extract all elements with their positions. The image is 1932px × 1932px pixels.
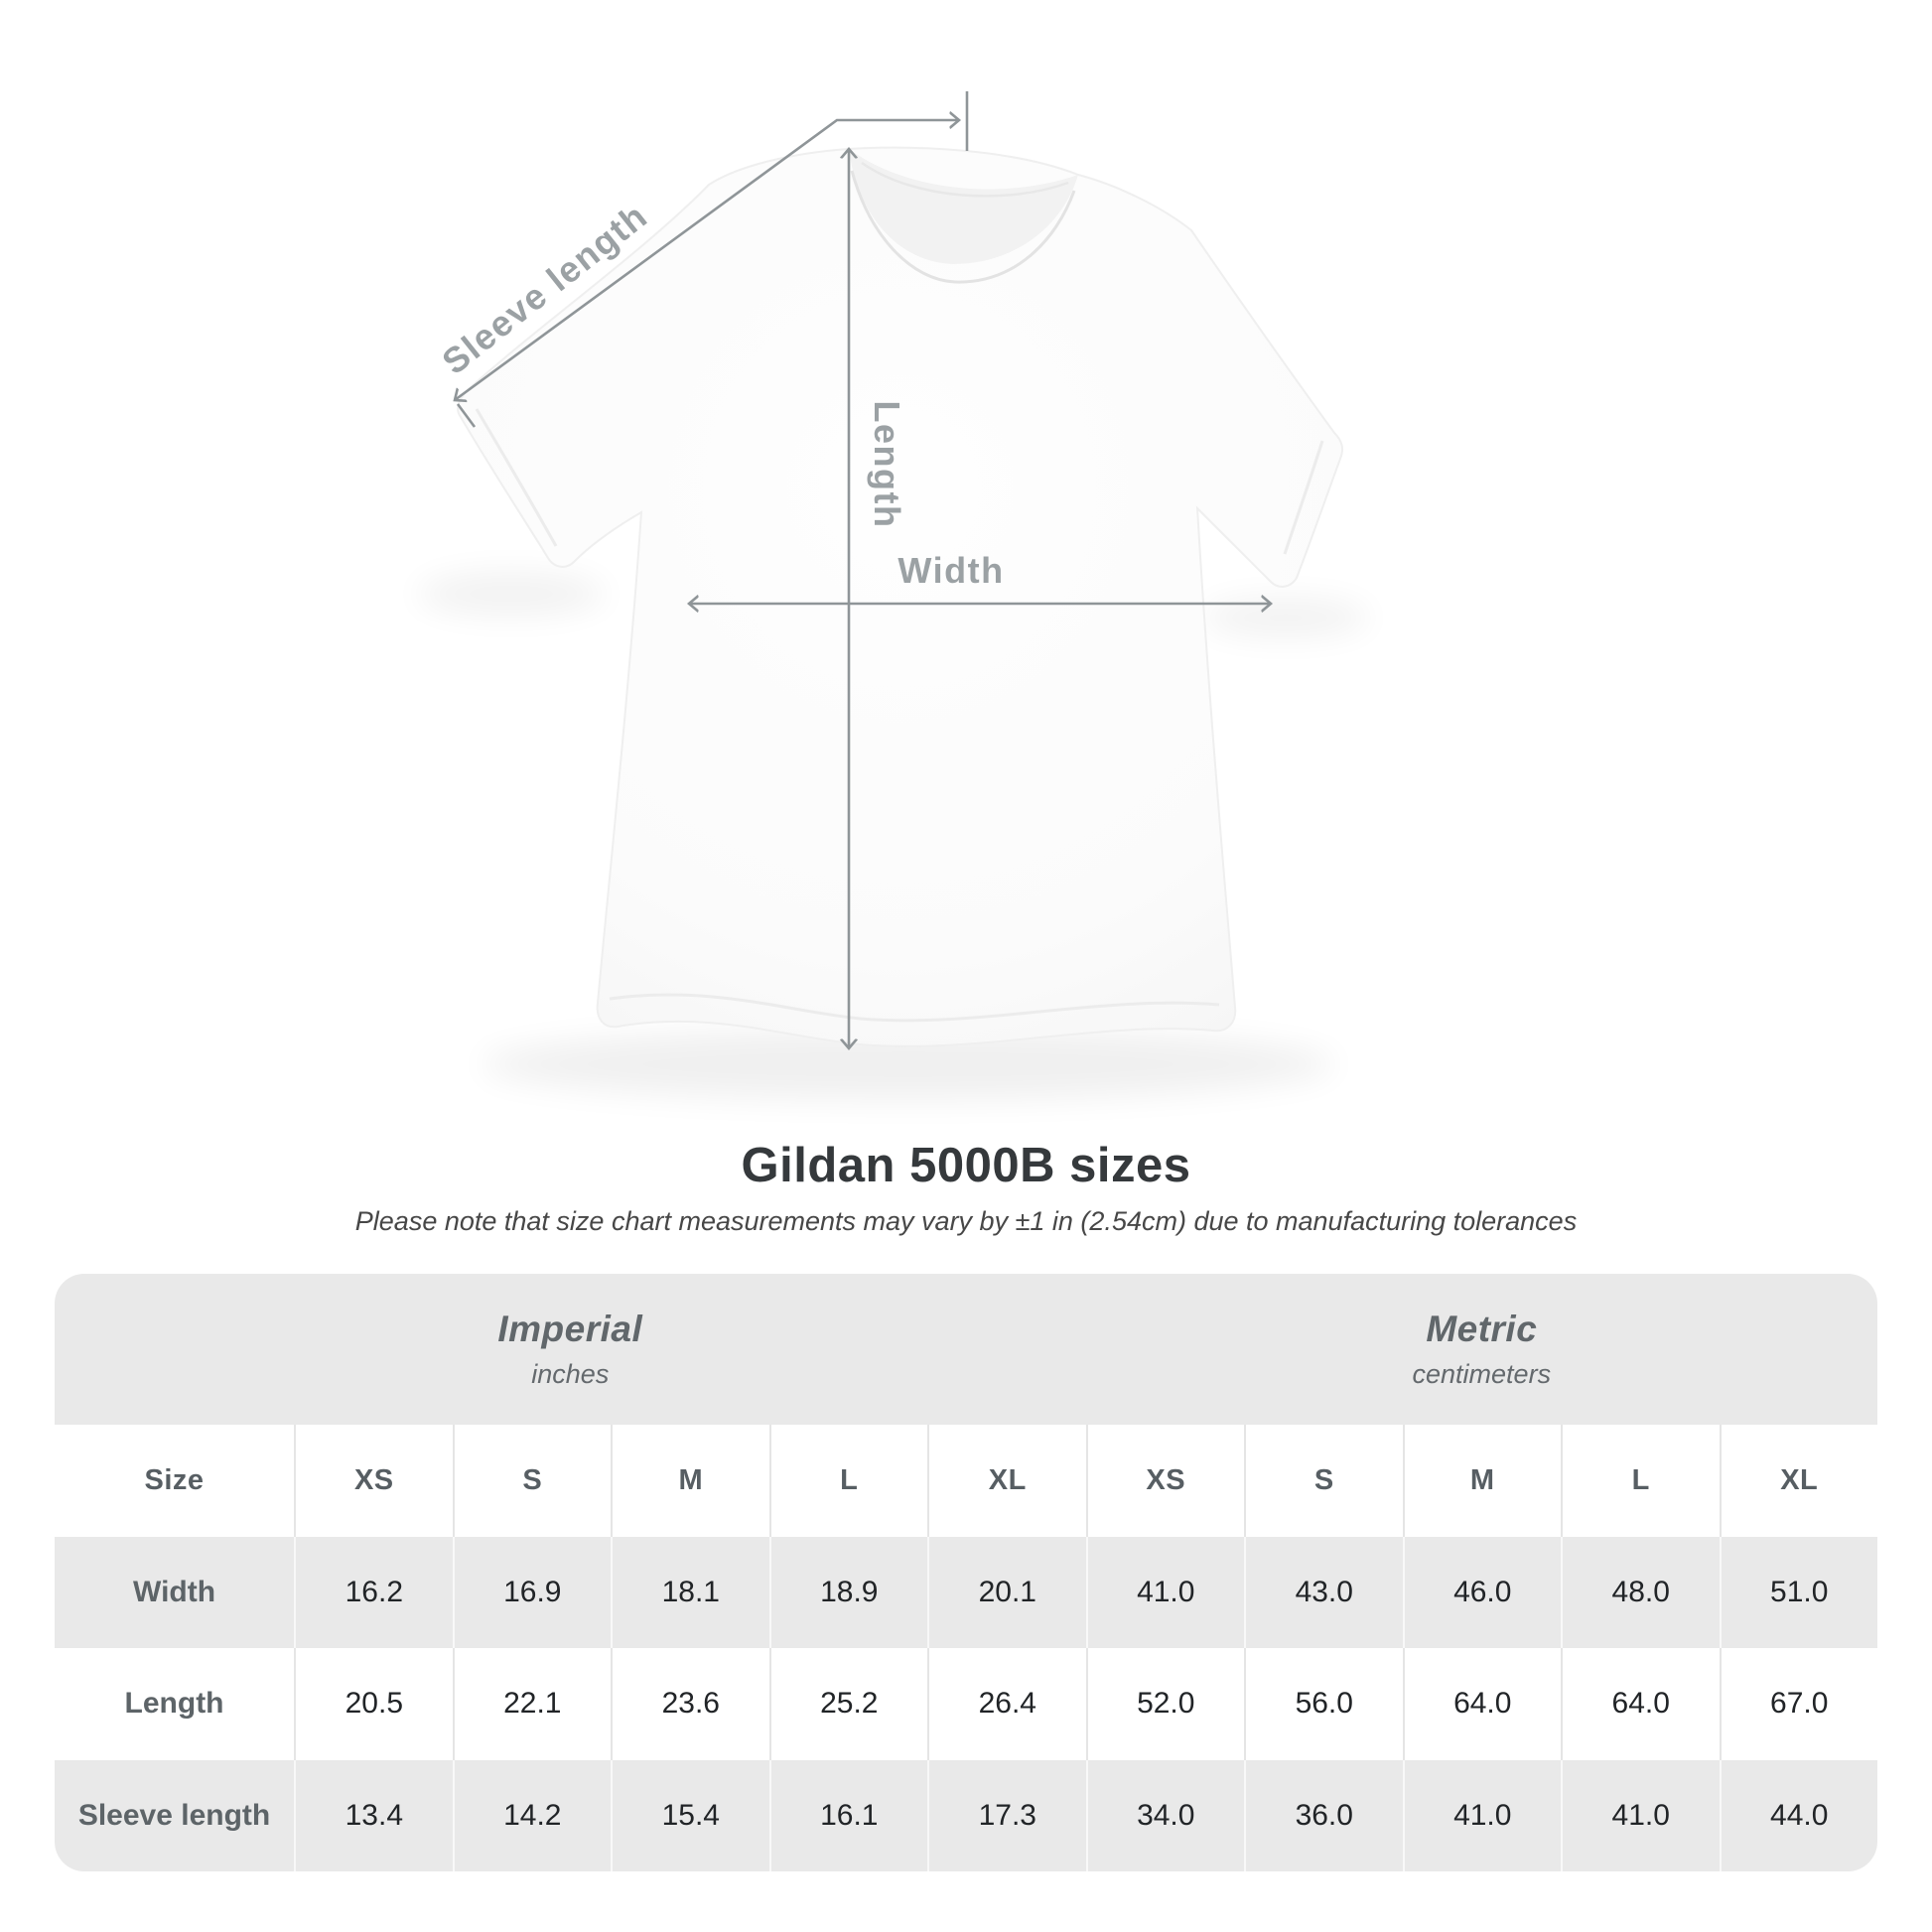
column-header-imperial-xs: XS	[294, 1425, 452, 1537]
column-header-size: Size	[144, 1463, 205, 1496]
length-imperial-l: 25.2	[768, 1648, 928, 1760]
column-header-imperial-m: M	[611, 1425, 768, 1537]
column-header-metric-s: S	[1244, 1425, 1403, 1537]
column-header-metric-l: L	[1561, 1425, 1720, 1537]
table-header-row: Size XS S M L XL XS S M L XL	[55, 1425, 1877, 1537]
sleeve-dimension-end-tick	[456, 403, 477, 428]
length-imperial-m: 23.6	[611, 1648, 768, 1760]
width-metric-xl: 51.0	[1719, 1536, 1877, 1648]
page-title: Gildan 5000B sizes	[741, 1139, 1191, 1192]
table-row-width: Width 16.2 16.9 18.1 18.9 20.1 41.0 43.0…	[55, 1536, 1877, 1648]
imperial-unit: inches	[531, 1359, 610, 1389]
sleeve-metric-m: 41.0	[1402, 1759, 1561, 1871]
sleeve-imperial-xl: 17.3	[927, 1759, 1085, 1871]
column-header-imperial-xl: XL	[927, 1425, 1085, 1537]
tshirt-shadow	[417, 572, 1370, 1100]
tshirt-seams	[475, 408, 1324, 1023]
imperial-label: Imperial	[497, 1309, 643, 1349]
sleeve-metric-l: 41.0	[1561, 1759, 1720, 1871]
column-header-metric-xs: XS	[1085, 1425, 1245, 1537]
sleeve-imperial-xs: 13.4	[294, 1759, 452, 1871]
length-dimension-label: Length	[867, 400, 907, 529]
sleeve-imperial-m: 15.4	[611, 1759, 768, 1871]
imperial-section-header: Imperial inches	[55, 1274, 1086, 1425]
column-header-imperial-l: L	[768, 1425, 928, 1537]
width-imperial-s: 16.9	[452, 1536, 612, 1648]
length-imperial-xs: 20.5	[294, 1648, 452, 1760]
row-label-sleeve-length: Sleeve length	[77, 1798, 271, 1832]
width-metric-s: 43.0	[1244, 1536, 1403, 1648]
dimension-lines	[455, 91, 1271, 1048]
width-metric-xs: 41.0	[1085, 1536, 1245, 1648]
column-header-metric-m: M	[1402, 1425, 1561, 1537]
width-imperial-xl: 20.1	[927, 1536, 1085, 1648]
width-imperial-l: 18.9	[768, 1536, 928, 1648]
width-dimension-label: Width	[897, 550, 1005, 591]
metric-section-header: Metric centimeters	[1086, 1274, 1877, 1425]
metric-label: Metric	[1426, 1309, 1538, 1349]
sleeve-imperial-s: 14.2	[452, 1759, 612, 1871]
sleeve-dimension-line	[455, 120, 959, 400]
size-table: Imperial inches Metric centimeters Size …	[55, 1274, 1877, 1871]
length-metric-xs: 52.0	[1085, 1648, 1245, 1760]
length-metric-m: 64.0	[1402, 1648, 1561, 1760]
row-label-width: Width	[133, 1575, 216, 1608]
width-imperial-xs: 16.2	[294, 1536, 452, 1648]
width-metric-l: 48.0	[1561, 1536, 1720, 1648]
length-metric-l: 64.0	[1561, 1648, 1720, 1760]
table-row-length: Length 20.5 22.1 23.6 25.2 26.4 52.0 56.…	[55, 1648, 1877, 1760]
sleeve-metric-xl: 44.0	[1719, 1759, 1877, 1871]
tolerance-note: Please note that size chart measurements…	[354, 1206, 1578, 1236]
metric-unit: centimeters	[1412, 1359, 1552, 1389]
length-imperial-xl: 26.4	[927, 1648, 1085, 1760]
column-header-metric-xl: XL	[1719, 1425, 1877, 1537]
tshirt-diagram	[417, 91, 1370, 1100]
length-metric-xl: 67.0	[1719, 1648, 1877, 1760]
length-imperial-s: 22.1	[452, 1648, 612, 1760]
width-metric-m: 46.0	[1402, 1536, 1561, 1648]
length-metric-s: 56.0	[1244, 1648, 1403, 1760]
sleeve-metric-s: 36.0	[1244, 1759, 1403, 1871]
width-imperial-m: 18.1	[611, 1536, 768, 1648]
column-header-imperial-s: S	[452, 1425, 612, 1537]
sleeve-imperial-l: 16.1	[768, 1759, 928, 1871]
row-label-length: Length	[124, 1687, 224, 1721]
sleeve-metric-xs: 34.0	[1085, 1759, 1245, 1871]
table-row-sleeve-length: Sleeve length 13.4 14.2 15.4 16.1 17.3 3…	[55, 1759, 1877, 1871]
unit-header-band: Imperial inches Metric centimeters	[55, 1274, 1877, 1425]
